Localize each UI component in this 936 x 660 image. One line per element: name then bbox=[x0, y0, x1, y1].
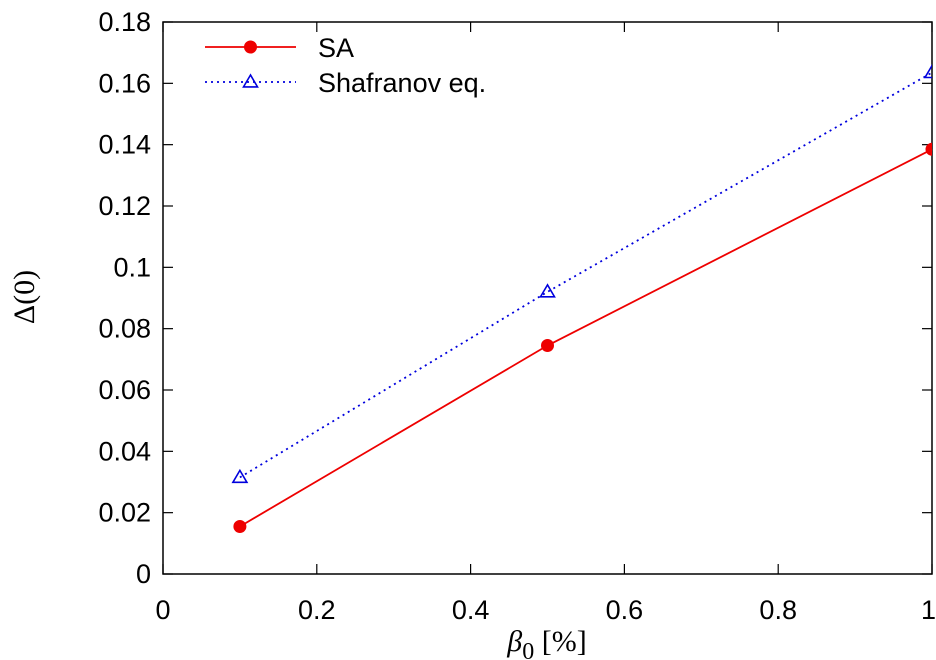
y-tick-label: 0.02 bbox=[98, 498, 151, 528]
data-point bbox=[244, 40, 257, 54]
y-tick-label: 0.18 bbox=[98, 7, 151, 37]
x-tick-label: 0.8 bbox=[759, 595, 797, 625]
y-tick-label: 0 bbox=[136, 559, 151, 589]
plot-frame bbox=[162, 21, 933, 575]
y-tick-label: 0.04 bbox=[98, 436, 151, 466]
x-axis-label-symbol: β bbox=[506, 625, 522, 658]
x-tick-label: 0 bbox=[155, 595, 170, 625]
series-shafranov-eq bbox=[231, 64, 933, 484]
ticks: 0 0.02 0.04 0.06 0.08 0.1 0.12 0.14 0.16 0.18 0 0.2… bbox=[98, 7, 936, 625]
y-tick-label: 0.06 bbox=[98, 375, 151, 405]
series bbox=[231, 64, 933, 533]
x-tick-label: 1 bbox=[921, 595, 936, 625]
data-point bbox=[539, 283, 556, 298]
x-tick-label: 0.6 bbox=[606, 595, 644, 625]
series-line bbox=[239, 71, 933, 479]
series-markers bbox=[233, 142, 932, 533]
data-point bbox=[541, 339, 554, 353]
x-axis-label-subscript: 0 bbox=[522, 639, 534, 660]
x-axis-label-unit: [%] bbox=[534, 625, 586, 658]
y-tick-label: 0.16 bbox=[98, 68, 151, 98]
series-line bbox=[239, 148, 933, 528]
axes bbox=[162, 21, 933, 575]
data-point bbox=[923, 64, 932, 79]
legend: SA Shafranov eq. bbox=[205, 33, 486, 98]
series-markers bbox=[231, 64, 932, 484]
data-point bbox=[242, 73, 259, 88]
data-point bbox=[231, 468, 249, 484]
y-tick-label: 0.08 bbox=[98, 314, 151, 344]
legend-label: Shafranov eq. bbox=[318, 68, 486, 98]
y-axis-label: Δ(0) bbox=[8, 270, 41, 324]
data-point bbox=[925, 142, 932, 156]
y-tick-label: 0.1 bbox=[113, 252, 151, 282]
legend-item: Shafranov eq. bbox=[205, 68, 486, 98]
x-tick-label: 0.2 bbox=[298, 595, 336, 625]
legend-item: SA bbox=[205, 33, 354, 63]
x-tick-label: 0.4 bbox=[452, 595, 490, 625]
series-sa bbox=[233, 142, 933, 533]
y-tick-label: 0.14 bbox=[98, 130, 151, 160]
y-tick-label: 0.12 bbox=[98, 191, 151, 221]
legend-label: SA bbox=[318, 33, 354, 63]
data-point bbox=[233, 519, 247, 533]
x-axis-label: β0 [%] bbox=[506, 625, 586, 660]
